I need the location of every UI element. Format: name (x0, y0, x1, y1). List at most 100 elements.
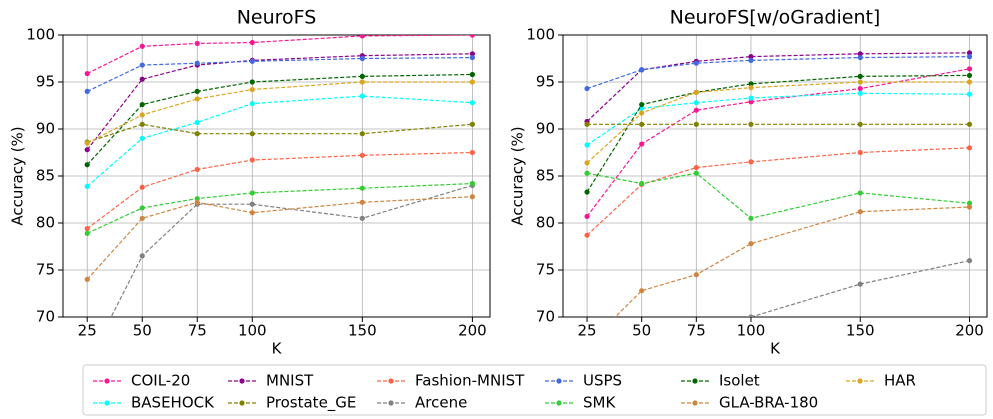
series-line (586, 147, 970, 236)
data-point (469, 71, 475, 78)
data-point (84, 147, 90, 153)
series-line (86, 182, 473, 234)
data-point (748, 314, 754, 317)
data-point (748, 99, 754, 105)
x-axis-label: K (770, 340, 781, 358)
series-line (86, 53, 473, 151)
data-point (359, 35, 365, 39)
data-point (249, 131, 255, 137)
data-point (469, 79, 475, 85)
data-point (359, 73, 365, 79)
data-point (693, 272, 699, 278)
data-point (693, 107, 699, 113)
data-point (194, 96, 200, 102)
data-point (359, 93, 365, 99)
plot-area (584, 50, 973, 317)
data-point (249, 201, 255, 207)
data-point (469, 100, 475, 106)
data-point (249, 157, 255, 163)
data-point (966, 91, 973, 97)
x-tick-label: 100 (737, 322, 766, 340)
data-point (584, 189, 590, 195)
y-tick-label: 70 (36, 308, 55, 326)
data-point (693, 121, 699, 127)
data-point (857, 85, 863, 92)
data-point (249, 210, 255, 216)
data-point (469, 35, 475, 38)
data-point (584, 213, 590, 220)
data-point (966, 200, 973, 206)
y-axis-label: Accuracy (%) (509, 126, 527, 225)
y-tick-label: 75 (536, 261, 555, 279)
series-line (586, 74, 970, 193)
series-line (86, 196, 473, 280)
data-point (748, 159, 754, 165)
x-tick-label: 200 (955, 322, 984, 340)
series-line (86, 73, 473, 166)
x-axis-label: K (272, 340, 283, 358)
y-tick-label: 75 (36, 261, 55, 279)
y-tick-label: 95 (536, 73, 555, 91)
data-point (84, 183, 90, 189)
x-tick-label: 150 (846, 322, 875, 340)
data-point (639, 141, 645, 147)
data-point (469, 121, 475, 127)
x-tick-label: 75 (687, 322, 706, 340)
data-point (584, 170, 590, 176)
data-point (966, 54, 973, 60)
y-tick-label: 85 (36, 167, 55, 185)
data-point (249, 79, 255, 85)
legend-marker (239, 400, 245, 406)
data-point (469, 149, 475, 156)
data-point (359, 152, 365, 158)
data-point (359, 79, 365, 85)
plot-frame (562, 34, 988, 318)
data-point (469, 194, 475, 200)
x-tick-label: 50 (632, 322, 651, 340)
data-point (966, 79, 973, 85)
series-line (87, 123, 473, 143)
data-point (194, 199, 200, 205)
legend-label: Prostate_GE (266, 394, 356, 413)
data-point (639, 121, 645, 127)
x-tick-label: 200 (458, 322, 487, 340)
data-point (639, 180, 645, 187)
data-point (857, 149, 863, 156)
legend-marker (104, 378, 110, 384)
data-point (584, 121, 590, 127)
y-tick-label: 90 (36, 120, 55, 138)
legend-label: SMK (583, 394, 616, 412)
chart-title: NeuroFS (237, 7, 317, 29)
legend-label: BASEHOCK (131, 394, 215, 412)
data-point (693, 89, 699, 95)
data-point (748, 85, 754, 91)
data-point (194, 131, 200, 137)
data-point (194, 166, 200, 173)
data-point (748, 95, 754, 101)
data-point (249, 86, 255, 93)
data-point (139, 112, 145, 118)
data-point (693, 100, 699, 106)
data-point (966, 258, 973, 264)
data-point (857, 90, 863, 96)
data-point (139, 101, 145, 108)
series-line (110, 184, 473, 317)
data-point (966, 121, 973, 127)
series-line (86, 95, 473, 187)
legend-label: Fashion-MNIST (415, 372, 525, 390)
legend-label: Isolet (719, 372, 760, 390)
data-point (639, 101, 645, 108)
data-point (139, 43, 145, 49)
data-point (84, 88, 90, 94)
y-tick-label: 80 (536, 214, 555, 232)
x-tick-label: 75 (188, 322, 207, 340)
x-tick-label: 150 (348, 322, 377, 340)
x-tick-label: 100 (238, 322, 267, 340)
y-tick-label: 85 (536, 167, 555, 185)
data-point (639, 105, 645, 111)
data-point (584, 142, 590, 148)
legend-label: MNIST (266, 372, 314, 390)
legend-label: HAR (884, 372, 916, 390)
series-line (86, 56, 473, 92)
